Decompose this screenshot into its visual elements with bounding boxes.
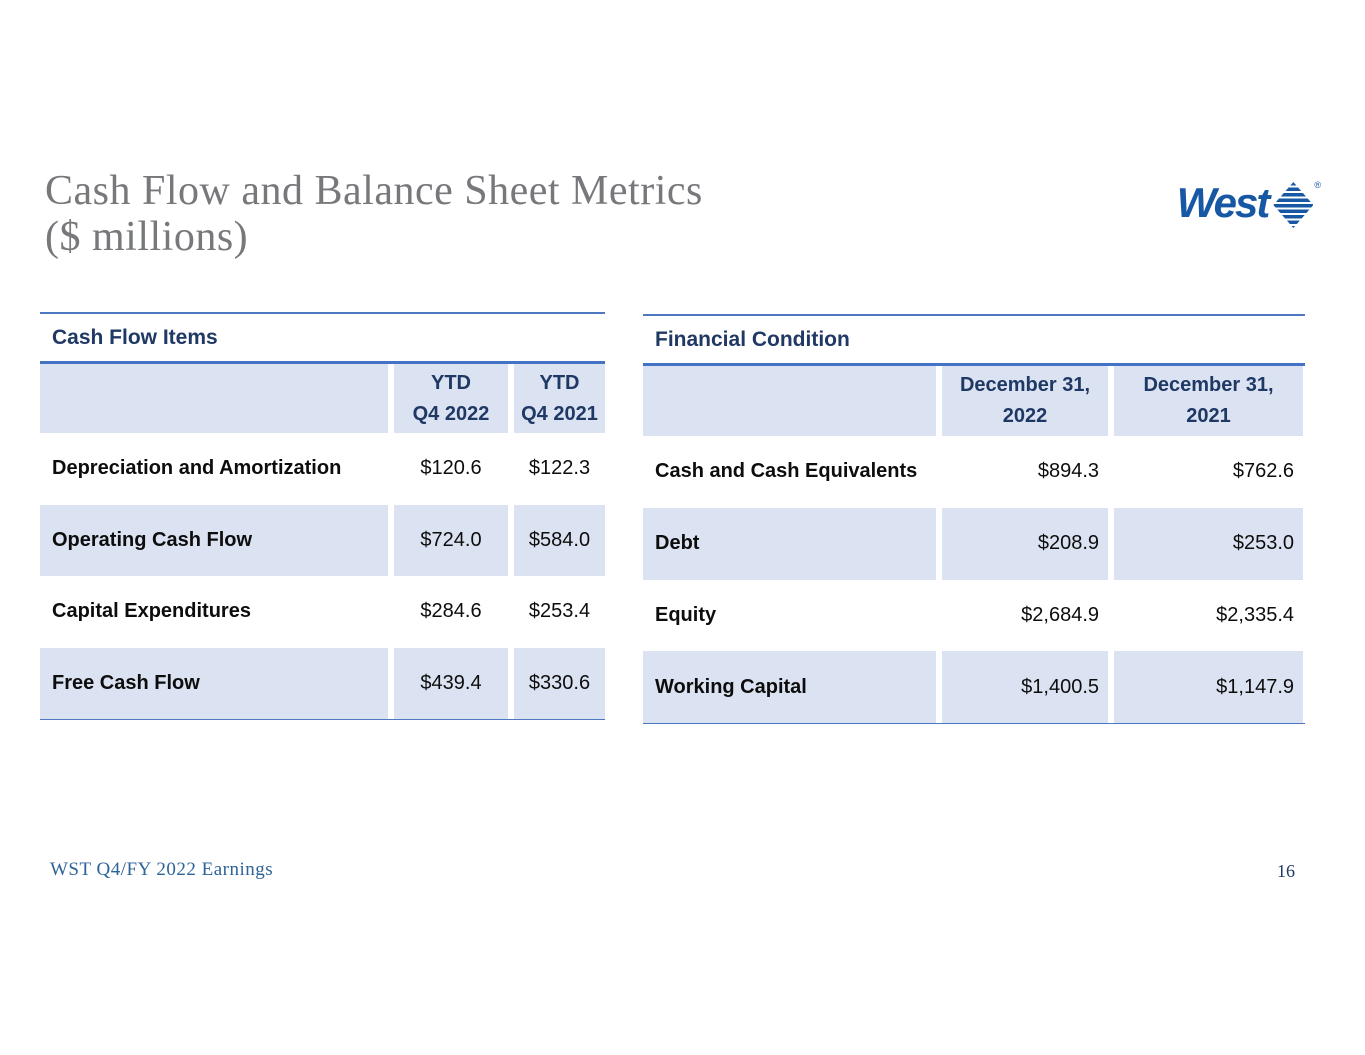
- table-row: Depreciation and Amortization $120.6 $12…: [40, 433, 605, 505]
- value-2021: $253.0: [1114, 507, 1303, 580]
- rule-header: [40, 361, 605, 364]
- table-row: Operating Cash Flow $724.0 $584.0: [40, 504, 605, 576]
- value-2022: $120.6: [420, 457, 482, 480]
- west-diamond-icon: [1273, 182, 1314, 228]
- rule-bottom: [643, 723, 1305, 725]
- value-2021: $762.6: [1232, 460, 1294, 483]
- value-2022: $439.4: [394, 647, 508, 719]
- west-logo-text: West: [1176, 179, 1271, 226]
- value-2022: $284.6: [420, 600, 482, 623]
- column-header-2022: December 31, 2022: [942, 366, 1108, 436]
- west-logo: West ®: [1176, 179, 1321, 228]
- rule-top: [643, 314, 1305, 316]
- column-header-2021: YTD Q4 2021: [514, 364, 605, 433]
- cash-flow-section-title: Cash Flow Items: [52, 326, 218, 349]
- page-title-line2: ($ millions): [45, 214, 249, 260]
- footer-deck-title: WST Q4/FY 2022 Earnings: [50, 859, 274, 880]
- value-2021: $253.4: [528, 600, 591, 623]
- header-spacer-cell: [643, 366, 936, 436]
- registered-trademark-icon: ®: [1314, 180, 1321, 190]
- row-label: Cash and Cash Equivalents: [655, 460, 918, 483]
- row-label: Capital Expenditures: [52, 600, 251, 623]
- financial-condition-table: Financial Condition December 31, 2022 De…: [643, 304, 1305, 725]
- value-2021: $1,147.9: [1114, 651, 1303, 724]
- value-2022: $208.9: [942, 507, 1108, 580]
- table-row: Debt $208.9 $253.0: [643, 507, 1305, 580]
- row-label: Working Capital: [643, 651, 936, 724]
- header-spacer-cell: [40, 364, 388, 433]
- page-number: 16: [1277, 861, 1295, 881]
- value-2022: $1,400.5: [942, 651, 1108, 724]
- table-row: Working Capital $1,400.5 $1,147.9: [643, 651, 1305, 724]
- cash-flow-table: Cash Flow Items YTD Q4 2022 YTD Q4 2021 …: [40, 304, 605, 720]
- table-row: Cash and Cash Equivalents $894.3 $762.6: [643, 436, 1305, 508]
- value-2021: $584.0: [514, 504, 605, 576]
- column-header-row: YTD Q4 2022 YTD Q4 2021: [40, 364, 605, 433]
- page-title-line1: Cash Flow and Balance Sheet Metrics: [45, 168, 703, 214]
- column-header-2022: YTD Q4 2022: [394, 364, 508, 433]
- value-2022: $2,684.9: [1021, 603, 1099, 626]
- value-2021: $122.3: [528, 457, 591, 480]
- row-label: Equity: [655, 603, 717, 626]
- value-2022: $724.0: [394, 504, 508, 576]
- table-row: Equity $2,684.9 $2,335.4: [643, 580, 1305, 652]
- table-row: Free Cash Flow $439.4 $330.6: [40, 647, 605, 719]
- row-label: Free Cash Flow: [40, 647, 388, 719]
- value-2022: $894.3: [1037, 460, 1099, 483]
- row-label: Depreciation and Amortization: [52, 457, 342, 480]
- row-label: Operating Cash Flow: [40, 504, 388, 576]
- financial-condition-section-title: Financial Condition: [655, 328, 850, 351]
- column-header-2021: December 31, 2021: [1114, 366, 1303, 436]
- row-label: Debt: [643, 507, 936, 580]
- page-title: Cash Flow and Balance Sheet Metrics ($ m…: [45, 168, 703, 260]
- value-2021: $330.6: [514, 647, 605, 719]
- rule-bottom: [40, 719, 605, 720]
- column-header-row: December 31, 2022 December 31, 2021: [643, 366, 1305, 436]
- rule-top: [40, 312, 605, 314]
- rule-header: [643, 363, 1305, 366]
- table-row: Capital Expenditures $284.6 $253.4: [40, 576, 605, 648]
- value-2021: $2,335.4: [1216, 603, 1294, 626]
